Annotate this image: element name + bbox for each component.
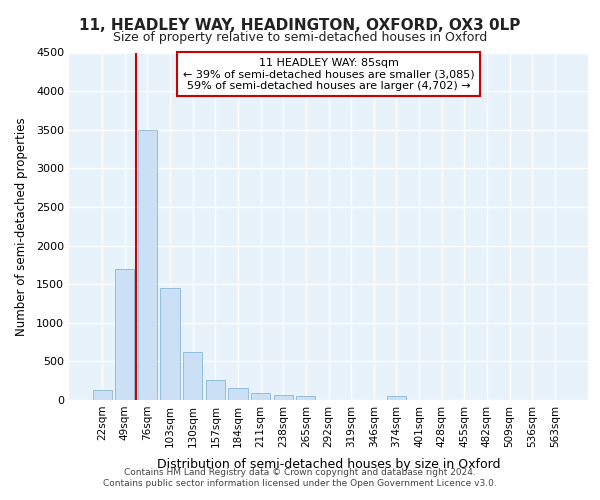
Bar [92, 390, 112, 400]
Text: 11 HEADLEY WAY: 85sqm
← 39% of semi-detached houses are smaller (3,085)
59% of s: 11 HEADLEY WAY: 85sqm ← 39% of semi-deta… [182, 58, 475, 91]
Bar [387, 396, 406, 400]
Bar [160, 288, 180, 400]
Bar [251, 392, 270, 400]
Text: Contains HM Land Registry data © Crown copyright and database right 2024.
Contai: Contains HM Land Registry data © Crown c… [103, 468, 497, 487]
Bar [206, 380, 225, 400]
Text: Size of property relative to semi-detached houses in Oxford: Size of property relative to semi-detach… [113, 31, 487, 44]
Text: 11, HEADLEY WAY, HEADINGTON, OXFORD, OX3 0LP: 11, HEADLEY WAY, HEADINGTON, OXFORD, OX3… [79, 18, 521, 32]
Y-axis label: Number of semi-detached properties: Number of semi-detached properties [14, 117, 28, 336]
Bar [274, 395, 293, 400]
X-axis label: Distribution of semi-detached houses by size in Oxford: Distribution of semi-detached houses by … [157, 458, 500, 471]
Bar [183, 352, 202, 400]
Bar [229, 388, 248, 400]
Bar [296, 396, 316, 400]
Bar [138, 130, 157, 400]
Bar [115, 268, 134, 400]
